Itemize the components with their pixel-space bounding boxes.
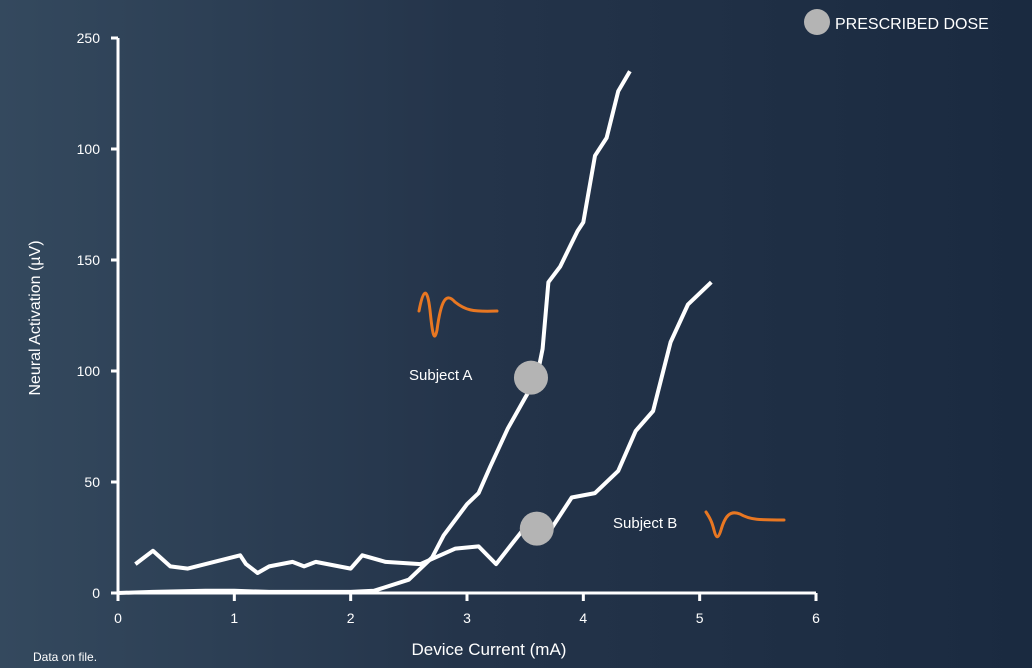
dose-points	[513, 360, 554, 546]
series-line-subject-a	[117, 70, 632, 595]
y-axis-title: Neural Activation (µV)	[27, 240, 44, 395]
labels: Subject A Subject B Device Current (mA) …	[27, 240, 677, 664]
legend-marker	[804, 9, 830, 35]
x-tick-label: 6	[812, 610, 820, 626]
y-tick-label: 250	[77, 30, 101, 46]
y-tick-label: 50	[84, 474, 100, 490]
prescribed-dose-point-subject-a	[513, 360, 548, 395]
y-ticks: 0 50 100 150 100 250	[77, 30, 118, 601]
y-tick-label: 0	[92, 585, 100, 601]
series-label-subject-b: Subject B	[613, 515, 677, 532]
x-tick-label: 0	[114, 610, 122, 626]
series-label-subject-a: Subject A	[409, 367, 472, 384]
waveform-icon-subject-a	[417, 291, 499, 338]
legend-label: PRESCRIBED DOSE	[835, 16, 989, 33]
series-line-subject-b	[134, 280, 713, 575]
y-tick-label: 100	[77, 363, 101, 379]
x-ticks: 0 1 2 3 4 5 6	[114, 593, 820, 626]
x-tick-label: 3	[463, 610, 471, 626]
series-lines	[117, 70, 713, 595]
x-tick-label: 2	[347, 610, 355, 626]
legend: PRESCRIBED DOSE	[804, 9, 989, 35]
y-tick-label: 150	[77, 252, 101, 268]
prescribed-dose-point-subject-b	[519, 511, 554, 546]
y-tick-label: 100	[77, 141, 101, 157]
waveform-icon-subject-b	[704, 510, 786, 539]
x-axis-title: Device Current (mA)	[412, 640, 567, 659]
waveforms	[417, 291, 786, 539]
x-tick-label: 5	[696, 610, 704, 626]
axes: 0 50 100 150 100 250 0 1 2 3 4 5 6	[77, 30, 820, 626]
x-tick-label: 4	[579, 610, 587, 626]
footnote: Data on file.	[33, 650, 97, 663]
x-tick-label: 1	[230, 610, 238, 626]
